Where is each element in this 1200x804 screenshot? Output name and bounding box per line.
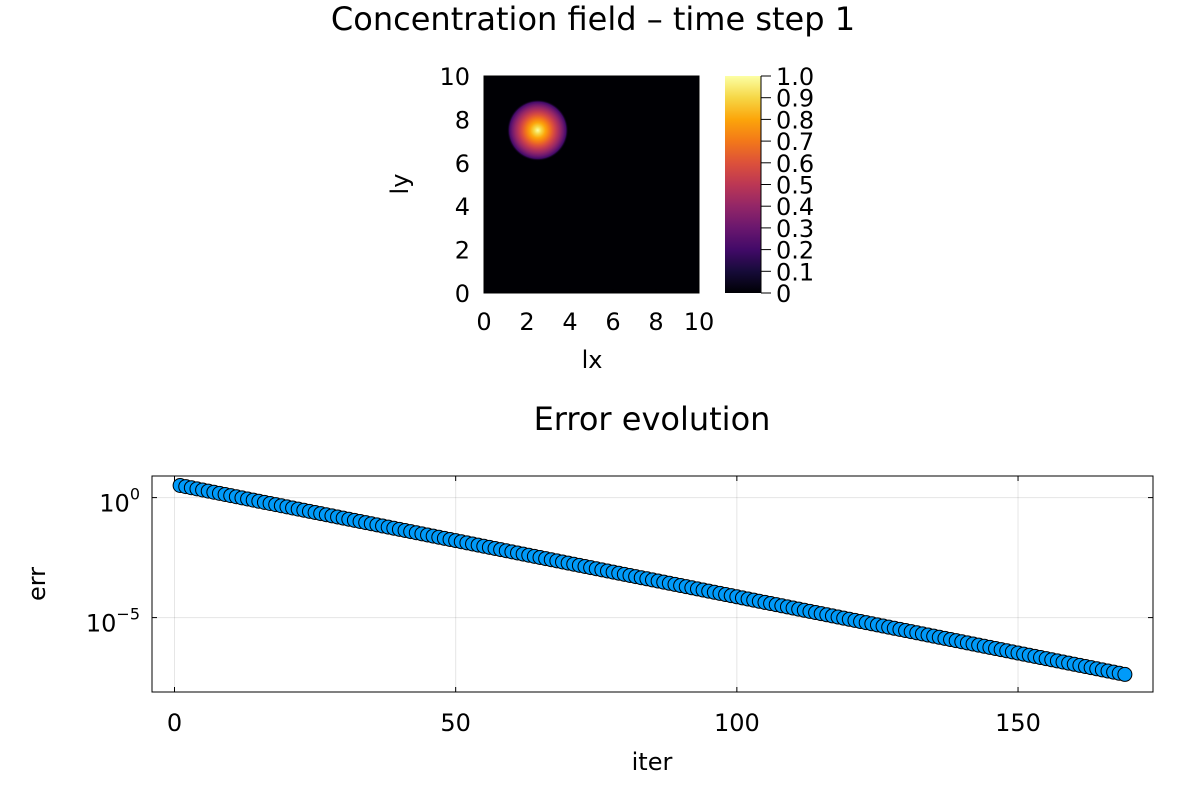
error-y-tick-label: 100 (99, 485, 140, 518)
heatmap-x-tick-label: 6 (605, 308, 620, 336)
heatmap-x-tick-label: 4 (562, 308, 577, 336)
heatmap-y-tick-label: 6 (455, 150, 470, 178)
error-x-tick-label: 50 (440, 709, 471, 737)
colorbar-tick-label: 0.5 (776, 172, 814, 200)
colorbar-tick-label: 0.8 (776, 106, 814, 134)
heatmap-y-label: ly (386, 174, 414, 195)
colorbar-tick-label: 0 (776, 280, 791, 308)
error-y-tick-base: 10 (86, 610, 117, 638)
colorbar-tick-label: 0.7 (776, 128, 814, 156)
colorbar-tick-label: 1.0 (776, 63, 814, 91)
error-points (172, 477, 1133, 682)
heatmap-y-tick-label: 2 (455, 237, 470, 265)
error-x-tick-label: 150 (995, 709, 1041, 737)
colorbar-tick-label: 0.4 (776, 193, 814, 221)
error-x-tick-label: 0 (167, 709, 182, 737)
heatmap-x-label: lx (582, 346, 603, 374)
error-y-tick-exponent: −5 (116, 605, 140, 624)
heatmap-y-tick-label: 8 (455, 106, 470, 134)
colorbar-tick-label: 0.3 (776, 215, 814, 243)
colorbar-tick-label: 0.6 (776, 150, 814, 178)
colorbar-tick-label: 0.9 (776, 85, 814, 113)
colorbar-tick-label: 0.2 (776, 237, 814, 265)
colorbar-tick-label: 0.1 (776, 258, 814, 286)
error-x-label: iter (632, 748, 673, 776)
heatmap-frame (483, 75, 700, 294)
heatmap-y-tick-label: 4 (455, 193, 470, 221)
colorbar-ticks: 00.10.20.30.40.50.60.70.80.91.0 (761, 63, 814, 308)
heatmap-y-tick-label: 10 (439, 63, 470, 91)
heatmap-x-tick-label: 0 (476, 308, 491, 336)
error-frame (151, 475, 1154, 693)
heatmap-x-ticks: 0 2 4 6 8 10 (476, 289, 714, 336)
error-y-label: err (23, 567, 51, 601)
heatmap-x-tick-label: 2 (519, 308, 534, 336)
heatmap-hotspot (507, 99, 569, 161)
error-grid (152, 476, 1153, 692)
heatmap-title: Concentration field – time step 1 (331, 0, 855, 38)
error-y-tick-base: 10 (99, 490, 130, 518)
error-y-tick-label: 10−5 (86, 605, 140, 638)
error-y-tick-exponent: 0 (130, 485, 140, 504)
error-title: Error evolution (534, 400, 771, 438)
colorbar (725, 76, 761, 293)
error-point (1117, 666, 1133, 682)
heatmap-x-tick-label: 8 (648, 308, 663, 336)
heatmap-y-tick-label: 0 (455, 280, 470, 308)
error-x-tick-label: 100 (714, 709, 760, 737)
error-x-ticks: 0 50 100 150 (167, 476, 1041, 737)
heatmap-y-ticks: 0 2 4 6 8 10 (439, 63, 488, 308)
heatmap-x-tick-label: 10 (684, 308, 715, 336)
